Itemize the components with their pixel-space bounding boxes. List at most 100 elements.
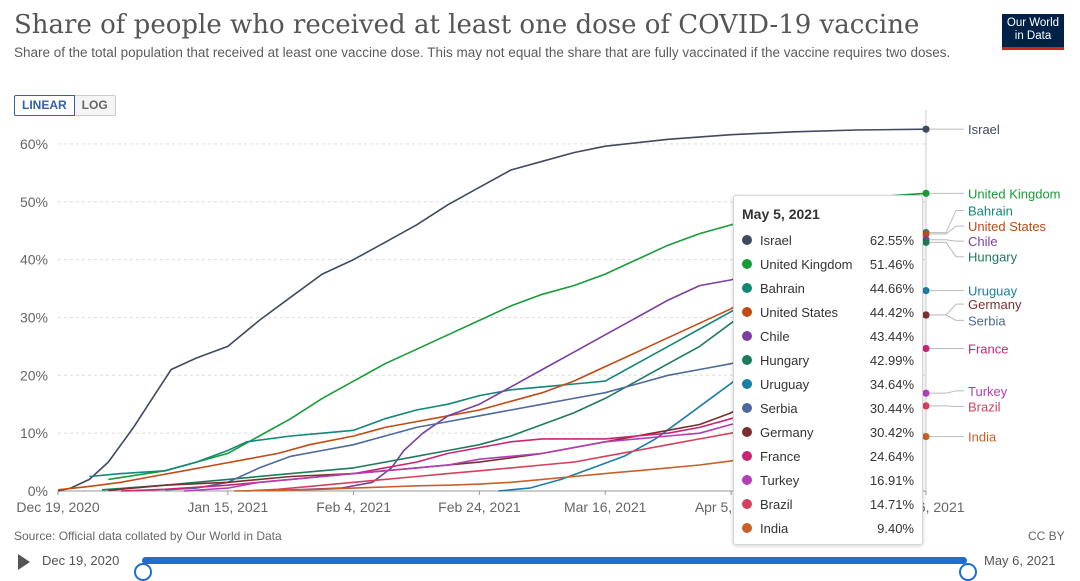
end-label-bahrain: Bahrain	[968, 203, 1013, 218]
linear-scale-button[interactable]: LINEAR	[14, 95, 75, 116]
tooltip-country: France	[760, 448, 801, 464]
x-tick-label: Feb 24, 2021	[438, 499, 521, 515]
tooltip-value: 34.64%	[869, 376, 914, 392]
end-marker-turkey	[922, 389, 930, 397]
legend-dot	[742, 235, 752, 245]
label-connector	[930, 225, 964, 235]
end-label-uruguay: Uruguay	[968, 284, 1018, 299]
tooltip-rows: Israel 62.55% United Kingdom 51.46% Bahrain 4…	[742, 228, 914, 540]
tooltip-country: Brazil	[760, 496, 793, 512]
y-tick-label: 0%	[28, 483, 48, 499]
play-icon[interactable]	[18, 554, 30, 570]
tooltip-row: Uruguay 34.64%	[742, 372, 914, 396]
label-connector	[930, 390, 964, 394]
tooltip-value: 24.64%	[869, 448, 914, 464]
tooltip-row: India 9.40%	[742, 516, 914, 540]
x-tick-label: Dec 19, 2020	[16, 499, 99, 515]
timeline-end-label: May 6, 2021	[984, 553, 1056, 568]
tooltip-row: Chile 43.44%	[742, 324, 914, 348]
tooltip-country: Uruguay	[760, 376, 810, 392]
owid-logo[interactable]: Our World in Data	[1002, 14, 1064, 50]
logo-line-2: in Data	[1014, 30, 1052, 42]
end-label-hungary: Hungary	[968, 250, 1018, 265]
tooltip-value: 42.99%	[869, 352, 914, 368]
tooltip-value: 9.40%	[877, 520, 914, 536]
end-label-united-states: United States	[968, 219, 1047, 234]
tooltip-row: Bahrain 44.66%	[742, 276, 914, 300]
label-connector	[930, 314, 964, 321]
logo-line-1: Our World	[1006, 17, 1060, 29]
tooltip-row: Turkey 16.91%	[742, 468, 914, 492]
tooltip-country: United Kingdom	[760, 256, 853, 272]
legend-dot	[742, 499, 752, 509]
tooltip-value: 62.55%	[869, 232, 914, 248]
tooltip-date: May 5, 2021	[742, 206, 820, 222]
tooltip-value: 30.42%	[869, 424, 914, 440]
timeline-range-fill	[142, 557, 967, 564]
end-label-brazil: Brazil	[968, 400, 1001, 415]
tooltip-country: Turkey	[760, 472, 800, 488]
tooltip-country: Chile	[760, 328, 790, 344]
tooltip-country: India	[760, 520, 789, 536]
end-label-germany: Germany	[968, 297, 1022, 312]
tooltip-value: 44.66%	[869, 280, 914, 296]
end-marker-united-kingdom	[922, 189, 930, 197]
end-marker-hungary	[922, 238, 930, 246]
end-marker-germany	[922, 311, 930, 319]
tooltip-row: Israel 62.55%	[742, 228, 914, 252]
legend-dot	[742, 355, 752, 365]
tooltip-country: Israel	[760, 232, 792, 248]
tooltip-row: United States 44.42%	[742, 300, 914, 324]
y-tick-label: 10%	[20, 425, 48, 441]
license-link[interactable]: CC BY	[1028, 529, 1065, 543]
end-label-chile: Chile	[968, 234, 998, 249]
timeline-end-handle[interactable]	[959, 563, 977, 581]
legend-dot	[742, 403, 752, 413]
end-label-serbia: Serbia	[968, 313, 1006, 328]
end-marker-israel	[922, 125, 930, 133]
tooltip-country: Serbia	[760, 400, 798, 416]
tooltip-country: Germany	[760, 424, 814, 440]
scale-toggle: LINEAR LOG	[14, 95, 116, 116]
legend-dot	[742, 523, 752, 533]
label-connector	[930, 241, 964, 258]
tooltip-row: Brazil 14.71%	[742, 492, 914, 516]
end-label-india: India	[968, 430, 997, 445]
end-label-united-kingdom: United Kingdom	[968, 186, 1061, 201]
tooltip-value: 30.44%	[869, 400, 914, 416]
y-tick-label: 50%	[20, 194, 48, 210]
end-label-france: France	[968, 341, 1008, 356]
y-tick-label: 20%	[20, 367, 48, 383]
tooltip-row: United Kingdom 51.46%	[742, 252, 914, 276]
timeline-start-label: Dec 19, 2020	[42, 553, 120, 568]
tooltip-country: Bahrain	[760, 280, 805, 296]
chart-title: Share of people who received at least on…	[14, 10, 920, 40]
legend-dot	[742, 307, 752, 317]
label-connector	[930, 239, 964, 242]
log-scale-button[interactable]: LOG	[74, 95, 116, 116]
end-marker-france	[922, 344, 930, 353]
y-tick-label: 30%	[20, 309, 48, 325]
end-label-israel: Israel	[968, 122, 1000, 137]
legend-dot	[742, 283, 752, 293]
y-tick-label: 60%	[20, 136, 48, 152]
chart-subtitle: Share of the total population that recei…	[14, 45, 951, 60]
hover-tooltip: May 5, 2021 Israel 62.55% United Kingdom 51…	[733, 195, 923, 545]
tooltip-row: Serbia 30.44%	[742, 396, 914, 420]
tooltip-row: Germany 30.42%	[742, 420, 914, 444]
tooltip-row: Hungary 42.99%	[742, 348, 914, 372]
series-line-israel	[57, 128, 927, 492]
label-connector	[930, 405, 964, 408]
timeline: Dec 19, 2020 May 6, 2021	[0, 546, 1080, 581]
legend-dot	[742, 331, 752, 341]
timeline-track[interactable]	[134, 557, 977, 581]
tooltip-value: 44.42%	[869, 304, 914, 320]
tooltip-value: 14.71%	[869, 496, 914, 512]
end-marker-india	[922, 433, 930, 441]
timeline-start-handle[interactable]	[134, 563, 152, 581]
x-tick-label: Jan 15, 2021	[187, 499, 268, 515]
label-connector	[930, 303, 964, 316]
legend-dot	[742, 379, 752, 389]
legend-dot	[742, 475, 752, 485]
